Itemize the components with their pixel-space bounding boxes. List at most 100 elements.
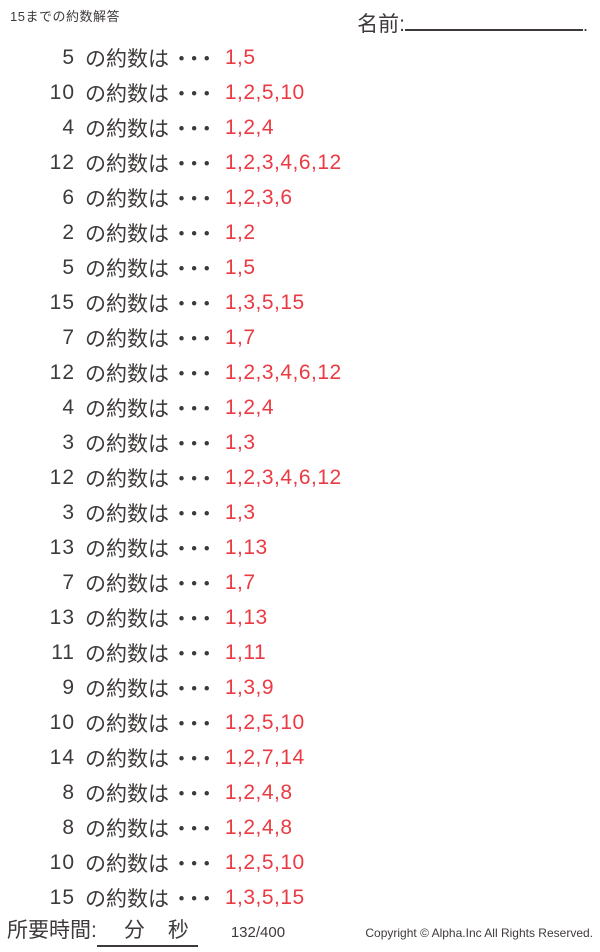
problem-ellipsis-dots: ・・・ [171,47,217,71]
problem-number: 5 [62,255,75,279]
problem-list: 5 の約数は ・・・ 1,5 10 の約数は ・・・ 1,2,5,10 4 の約… [0,40,600,915]
problem-answer: 1,3,5,15 [224,885,305,909]
problem-label: の約数は [85,887,169,911]
problem-ellipsis-dots: ・・・ [171,362,217,386]
problem-number: 12 [49,150,75,174]
problem-label: の約数は [85,222,169,246]
problem-label: の約数は [85,82,169,106]
name-label: 名前: [357,13,405,36]
problem-ellipsis-dots: ・・・ [171,187,217,211]
problem-answer: 1,13 [224,605,268,629]
problem-row: 5 の約数は ・・・ 1,5 [0,250,600,285]
problem-ellipsis-dots: ・・・ [171,117,217,141]
problem-row: 3 の約数は ・・・ 1,3 [0,425,600,460]
problem-ellipsis-dots: ・・・ [171,747,217,771]
time-blank-line: 分秒 [96,914,198,947]
problem-row: 14 の約数は ・・・ 1,2,7,14 [0,740,600,775]
problem-label: の約数は [85,642,169,666]
problem-number: 10 [49,80,75,104]
problem-row: 11 の約数は ・・・ 1,11 [0,635,600,670]
problem-label: の約数は [85,747,169,771]
problem-number: 15 [49,885,75,909]
problem-number: 10 [49,850,75,874]
problem-number: 14 [49,745,75,769]
problem-label: の約数は [85,782,169,806]
problem-answer: 1,3,9 [224,675,275,699]
problem-label: の約数は [85,397,169,421]
problem-answer: 1,2,3,4,6,12 [224,360,342,384]
problem-label: の約数は [85,817,169,841]
problem-answer: 1,2 [224,220,256,244]
problem-row: 10 の約数は ・・・ 1,2,5,10 [0,705,600,740]
problem-answer: 1,5 [224,255,256,279]
problem-ellipsis-dots: ・・・ [171,607,217,631]
problem-label: の約数は [85,292,169,316]
problem-label: の約数は [85,607,169,631]
problem-row: 2 の約数は ・・・ 1,2 [0,215,600,250]
minutes-unit-label: 分 [123,919,145,942]
problem-label: の約数は [85,47,169,71]
time-required-label: 所要時間: [7,919,97,942]
problem-row: 4 の約数は ・・・ 1,2,4 [0,110,600,145]
problem-ellipsis-dots: ・・・ [171,257,217,281]
problem-number: 7 [62,570,75,594]
problem-number: 13 [49,605,75,629]
problem-number: 6 [62,185,75,209]
problem-row: 10 の約数は ・・・ 1,2,5,10 [0,75,600,110]
problem-number: 2 [62,220,75,244]
problem-number: 12 [49,360,75,384]
page-number: 132/400 [230,924,286,941]
problem-number: 9 [62,675,75,699]
problem-row: 12 の約数は ・・・ 1,2,3,4,6,12 [0,355,600,390]
seconds-unit-label: 秒 [167,919,189,942]
problem-ellipsis-dots: ・・・ [171,712,217,736]
problem-row: 8 の約数は ・・・ 1,2,4,8 [0,810,600,845]
problem-answer: 1,2,4 [224,395,275,419]
problem-number: 8 [62,780,75,804]
problem-row: 12 の約数は ・・・ 1,2,3,4,6,12 [0,460,600,495]
problem-label: の約数は [85,362,169,386]
problem-ellipsis-dots: ・・・ [171,887,217,911]
problem-label: の約数は [85,327,169,351]
problem-number: 8 [62,815,75,839]
problem-row: 10 の約数は ・・・ 1,2,5,10 [0,845,600,880]
problem-row: 8 の約数は ・・・ 1,2,4,8 [0,775,600,810]
problem-label: の約数は [85,502,169,526]
problem-answer: 1,2,7,14 [224,745,305,769]
problem-ellipsis-dots: ・・・ [171,397,217,421]
problem-row: 13 の約数は ・・・ 1,13 [0,600,600,635]
problem-answer: 1,11 [224,640,267,664]
problem-answer: 1,2,3,4,6,12 [224,150,342,174]
problem-row: 13 の約数は ・・・ 1,13 [0,530,600,565]
problem-answer: 1,5 [224,45,256,69]
problem-ellipsis-dots: ・・・ [171,537,217,561]
problem-answer: 1,2,3,4,6,12 [224,465,342,489]
problem-number: 7 [62,325,75,349]
problem-answer: 1,3 [224,430,256,454]
problem-answer: 1,13 [224,535,268,559]
footer: 所要時間: 分秒 132/400 Copyright © Alpha.Inc Al… [0,914,600,947]
copyright-notice: Copyright © Alpha.Inc All Rights Reserve… [365,926,593,940]
problem-ellipsis-dots: ・・・ [171,817,217,841]
problem-ellipsis-dots: ・・・ [171,782,217,806]
problem-number: 5 [62,45,75,69]
problem-number: 11 [51,640,75,664]
problem-ellipsis-dots: ・・・ [171,432,217,456]
problem-number: 12 [49,465,75,489]
problem-number: 3 [62,430,75,454]
problem-number: 13 [49,535,75,559]
name-line-period: . [582,15,588,35]
problem-answer: 1,2,4,8 [224,815,293,839]
problem-label: の約数は [85,537,169,561]
problem-row: 9 の約数は ・・・ 1,3,9 [0,670,600,705]
problem-ellipsis-dots: ・・・ [171,82,217,106]
problem-ellipsis-dots: ・・・ [171,467,217,491]
problem-answer: 1,2,4 [224,115,275,139]
problem-row: 15 の約数は ・・・ 1,3,5,15 [0,880,600,915]
problem-number: 4 [62,115,75,139]
problem-ellipsis-dots: ・・・ [171,327,217,351]
problem-ellipsis-dots: ・・・ [171,852,217,876]
problem-label: の約数は [85,432,169,456]
problem-label: の約数は [85,187,169,211]
